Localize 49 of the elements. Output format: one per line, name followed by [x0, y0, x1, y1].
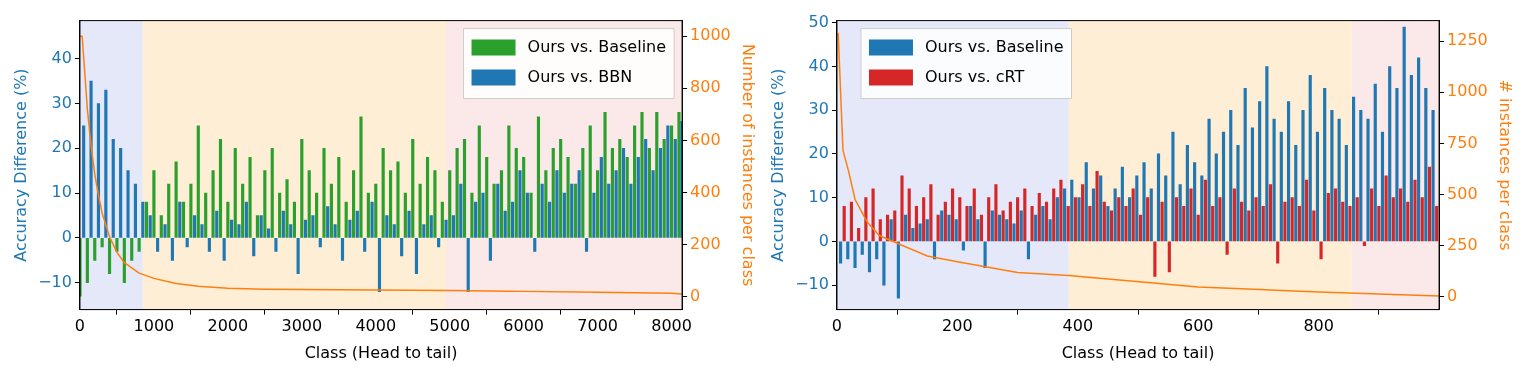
y-tick-label: 40 [808, 55, 829, 75]
y2-tick-label: 1000 [1447, 81, 1488, 101]
y2-tick-label: 1000 [690, 25, 731, 45]
y-tick-label: 50 [808, 11, 829, 31]
y-tick-label: 30 [808, 99, 829, 119]
legend-label: Ours vs. cRT [924, 66, 1025, 86]
y2-tick-label: 1250 [1447, 30, 1488, 50]
legend-label: Ours vs. Baseline [527, 36, 667, 56]
y-tick-label: 10 [51, 182, 72, 202]
y2-axis-title: # instances per class [1496, 79, 1516, 251]
y-axis-title: Accuracy Difference (%) [10, 68, 30, 262]
y-tick-label: 20 [808, 143, 829, 163]
y-tick-label: 10 [808, 186, 829, 206]
legend-label: Ours vs. Baseline [924, 36, 1064, 56]
y-tick-label: 0 [818, 230, 829, 250]
x-tick-label: 8000 [651, 316, 692, 336]
y-axis-title: Accuracy Difference (%) [767, 68, 787, 262]
y-tick-label: 20 [51, 137, 72, 157]
x-tick-label: 600 [1182, 316, 1214, 336]
x-tick-label: 0 [74, 316, 86, 336]
y-tick-label: −10 [795, 274, 829, 294]
x-tick-label: 4000 [355, 316, 397, 336]
x-tick-label: 1000 [133, 316, 175, 336]
x-tick-label: 5000 [429, 316, 471, 336]
y-tick-label: 0 [61, 227, 72, 247]
x-tick-label: 3000 [281, 316, 323, 336]
y2-tick-label: 200 [690, 233, 721, 253]
y2-tick-label: 250 [1447, 234, 1478, 254]
x-axis-title: Class (Head to tail) [1061, 342, 1215, 362]
x-tick-label: 400 [1062, 316, 1094, 336]
y2-tick-label: 600 [690, 129, 721, 149]
x-axis-title: Class (Head to tail) [304, 342, 458, 362]
y2-tick-label: 500 [1447, 183, 1478, 203]
x-tick-label: 6000 [503, 316, 545, 336]
y2-tick-label: 800 [690, 77, 721, 97]
x-tick-label: 2000 [207, 316, 249, 336]
y-tick-label: 40 [51, 47, 72, 67]
y2-tick-label: 0 [1447, 286, 1458, 306]
y2-tick-label: 0 [690, 285, 701, 305]
y-tick-label: 30 [51, 92, 72, 112]
x-tick-label: 200 [942, 316, 973, 336]
y-tick-label: −10 [38, 271, 72, 291]
x-tick-label: 800 [1303, 316, 1334, 336]
x-tick-label: 0 [831, 316, 843, 336]
legend-label: Ours vs. BBN [527, 66, 633, 86]
y2-tick-label: 750 [1447, 132, 1478, 152]
y2-axis-title: Number of instances per class [739, 43, 759, 287]
y2-tick-label: 400 [690, 181, 721, 201]
x-tick-label: 7000 [577, 316, 618, 336]
